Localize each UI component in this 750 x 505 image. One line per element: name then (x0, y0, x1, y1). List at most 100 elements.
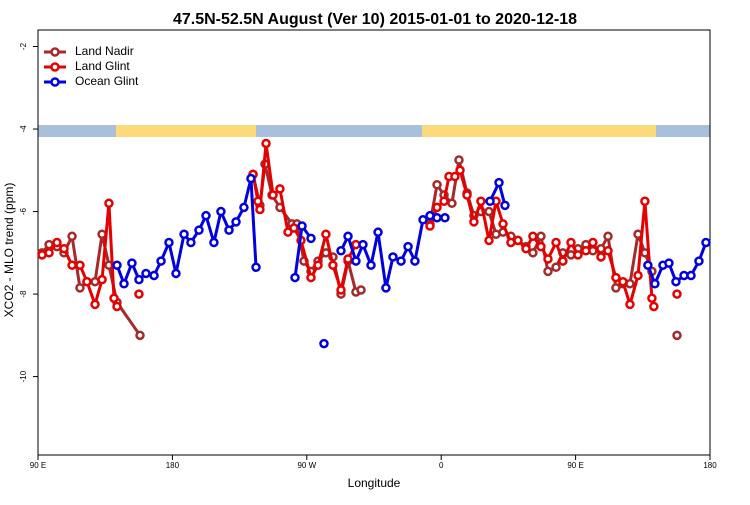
data-point (664, 258, 674, 268)
data-point (528, 231, 538, 242)
data-point (603, 231, 613, 242)
data-point (306, 233, 316, 244)
data-point (649, 301, 659, 312)
data-point (194, 225, 204, 235)
data-point (356, 285, 366, 295)
data-point (119, 279, 129, 289)
data-point (647, 293, 657, 303)
data-point (104, 198, 114, 209)
data-point (543, 266, 553, 277)
data-point (455, 165, 465, 176)
ocean-strip (38, 125, 116, 137)
data-point (425, 221, 435, 231)
data-point (239, 202, 249, 213)
data-point (603, 246, 613, 256)
data-point (351, 256, 361, 266)
data-point (650, 279, 660, 289)
data-point (643, 260, 653, 270)
data-point (164, 237, 174, 248)
data-point (521, 243, 531, 254)
x-tick-label: 90 W (297, 461, 316, 470)
data-point (44, 248, 54, 258)
y-tick-label: -4 (19, 125, 28, 133)
data-point (297, 221, 307, 231)
data-point (135, 330, 145, 341)
data-point (127, 258, 137, 268)
data-point (418, 215, 428, 225)
data-point (686, 270, 696, 281)
data-point (336, 246, 346, 256)
data-point (149, 270, 159, 281)
data-point (454, 155, 464, 165)
map-strip (38, 125, 710, 137)
legend-label: Land Nadir (75, 44, 134, 58)
data-point (283, 227, 293, 237)
data-point (306, 272, 316, 283)
data-point (52, 237, 62, 248)
data-point (209, 237, 219, 248)
y-tick-label: -10 (19, 370, 28, 382)
data-point (336, 285, 346, 295)
data-point (112, 301, 122, 312)
data-point (558, 256, 568, 266)
legend-marker (50, 77, 60, 87)
data-point (573, 250, 583, 260)
data-point (268, 190, 278, 200)
data-point (109, 293, 119, 303)
data-point (551, 237, 561, 248)
data-point (134, 289, 144, 299)
data-point (701, 237, 711, 248)
data-point (231, 217, 241, 227)
ocean-strip (656, 125, 710, 137)
data-point (447, 198, 457, 209)
y-axis-label: XCO2 - MLO trend (ppm) (2, 183, 16, 318)
x-tick-label: 0 (439, 461, 444, 470)
y-tick-label: -8 (19, 290, 28, 298)
data-point (528, 248, 538, 258)
data-point (67, 231, 77, 242)
data-point (75, 283, 85, 293)
data-point (246, 173, 256, 184)
data-point (625, 299, 635, 310)
data-point (439, 196, 449, 206)
data-point (321, 229, 331, 239)
data-point (462, 190, 472, 200)
x-tick-label: 90 E (30, 461, 46, 470)
data-point (596, 252, 606, 262)
data-point (469, 217, 479, 227)
data-point (366, 260, 376, 270)
data-point (551, 262, 561, 273)
data-point (253, 196, 263, 206)
data-point (450, 171, 460, 182)
x-tick-label: 180 (703, 461, 717, 470)
data-point (440, 212, 450, 223)
data-point (543, 254, 553, 264)
data-point (588, 237, 598, 248)
data-point (498, 219, 508, 229)
data-point (290, 272, 300, 283)
data-point (500, 200, 510, 211)
y-tick-label: -6 (19, 207, 28, 215)
data-point (432, 212, 442, 223)
data-point (611, 283, 621, 293)
ocean-strip (256, 125, 422, 137)
data-point (432, 202, 442, 213)
data-point (672, 289, 682, 299)
data-point (328, 260, 338, 270)
data-point (171, 268, 181, 279)
data-point (112, 260, 122, 270)
data-point (633, 270, 643, 281)
data-point (179, 229, 189, 239)
data-point (484, 235, 494, 246)
data-point (566, 237, 576, 248)
data-point (388, 252, 398, 262)
data-point (82, 276, 92, 287)
data-point (134, 274, 144, 285)
data-point (403, 241, 413, 252)
data-point (484, 206, 494, 217)
data-point (410, 256, 420, 266)
data-point (358, 239, 368, 250)
data-point (275, 184, 285, 194)
data-point (373, 227, 383, 237)
